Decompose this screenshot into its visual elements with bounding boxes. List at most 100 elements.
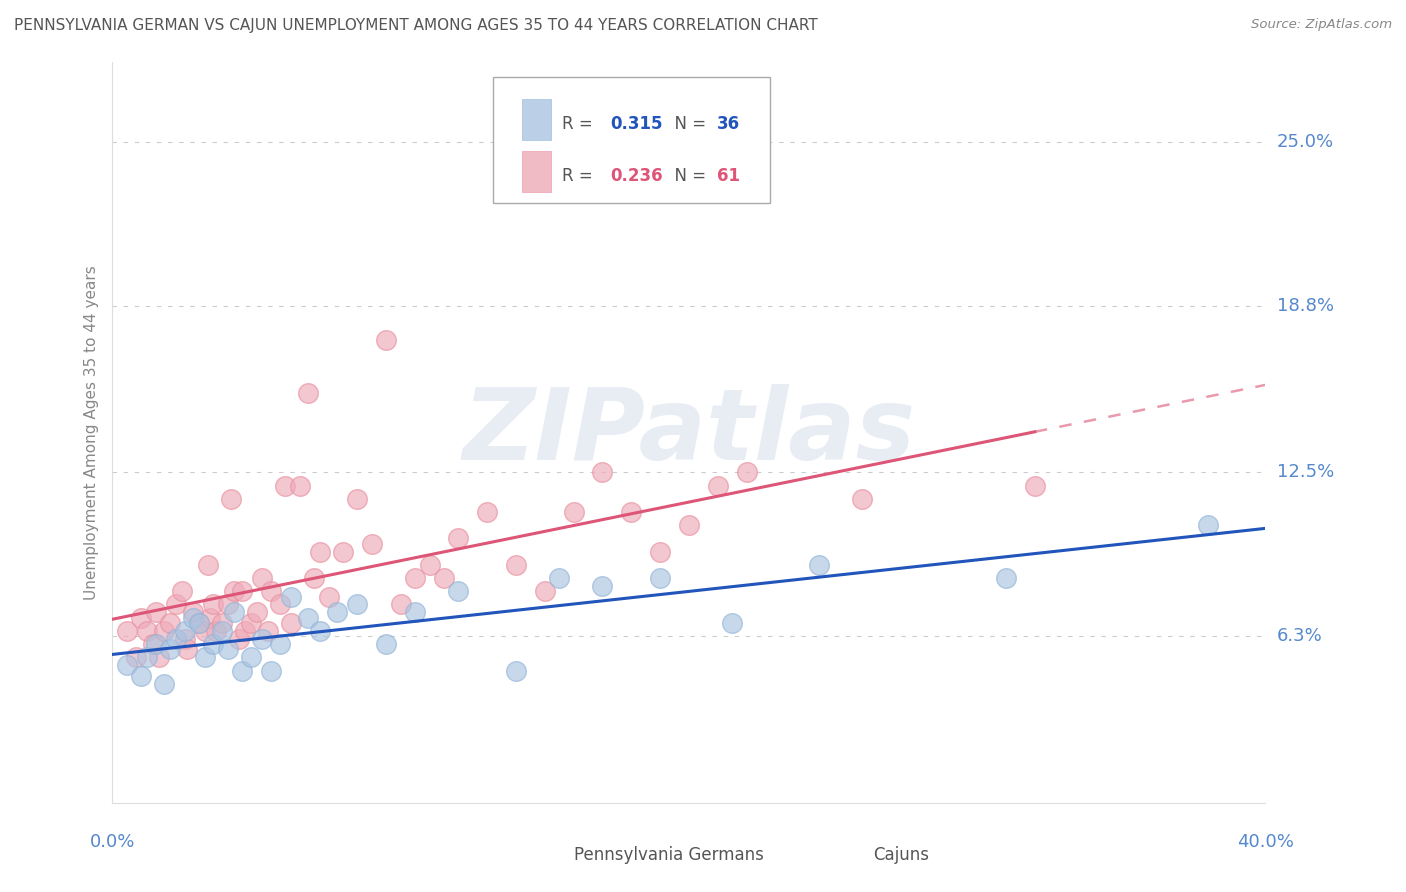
Point bbox=[252, 571, 274, 585]
Point bbox=[309, 624, 332, 638]
Point bbox=[246, 606, 269, 620]
Point bbox=[375, 637, 398, 651]
Text: 0.0%: 0.0% bbox=[90, 833, 135, 851]
Point bbox=[239, 615, 262, 630]
Point bbox=[176, 642, 198, 657]
Point bbox=[153, 677, 176, 691]
Point bbox=[707, 478, 730, 492]
Point bbox=[318, 590, 340, 604]
Point bbox=[136, 624, 159, 638]
Point bbox=[678, 518, 700, 533]
Point bbox=[233, 624, 256, 638]
Point bbox=[297, 610, 319, 624]
Point bbox=[260, 584, 283, 599]
Point bbox=[194, 624, 217, 638]
Text: 25.0%: 25.0% bbox=[1277, 133, 1334, 151]
Point bbox=[433, 571, 456, 585]
Point bbox=[211, 624, 233, 638]
Point bbox=[211, 615, 233, 630]
Point bbox=[228, 632, 250, 646]
Point bbox=[280, 590, 302, 604]
Point bbox=[239, 650, 262, 665]
Point bbox=[620, 505, 643, 519]
Point bbox=[217, 598, 239, 612]
Point bbox=[142, 637, 165, 651]
Text: 12.5%: 12.5% bbox=[1277, 463, 1334, 482]
Point bbox=[447, 532, 470, 546]
Point bbox=[304, 571, 326, 585]
Text: N =: N = bbox=[664, 167, 711, 185]
Point bbox=[222, 606, 245, 620]
FancyBboxPatch shape bbox=[494, 78, 769, 203]
Point bbox=[129, 610, 153, 624]
Text: Cajuns: Cajuns bbox=[873, 846, 929, 863]
FancyBboxPatch shape bbox=[522, 152, 551, 192]
Point bbox=[332, 544, 354, 558]
Point bbox=[404, 571, 426, 585]
Point bbox=[145, 637, 167, 651]
Point bbox=[159, 615, 181, 630]
Point bbox=[217, 642, 239, 657]
Point bbox=[505, 558, 527, 572]
Point bbox=[165, 598, 187, 612]
Point bbox=[188, 615, 211, 630]
Point bbox=[205, 624, 228, 638]
Point bbox=[188, 615, 211, 630]
Point bbox=[145, 606, 167, 620]
Point bbox=[222, 584, 245, 599]
Point bbox=[534, 584, 557, 599]
Point bbox=[1024, 478, 1046, 492]
Text: R =: R = bbox=[562, 114, 598, 133]
Point bbox=[173, 632, 195, 646]
Point bbox=[115, 624, 138, 638]
Point bbox=[129, 669, 153, 683]
Point bbox=[231, 584, 253, 599]
Point bbox=[219, 491, 242, 506]
Point bbox=[995, 571, 1018, 585]
Point bbox=[404, 606, 426, 620]
Text: 6.3%: 6.3% bbox=[1277, 627, 1322, 645]
Point bbox=[562, 505, 585, 519]
Point bbox=[375, 333, 398, 347]
Point bbox=[257, 624, 280, 638]
FancyBboxPatch shape bbox=[522, 99, 551, 140]
Point bbox=[170, 584, 193, 599]
Text: ZIPatlas: ZIPatlas bbox=[463, 384, 915, 481]
FancyBboxPatch shape bbox=[815, 840, 862, 873]
Text: 61: 61 bbox=[717, 167, 740, 185]
Point bbox=[419, 558, 441, 572]
Point bbox=[592, 465, 614, 479]
Text: R =: R = bbox=[562, 167, 598, 185]
Point bbox=[165, 632, 187, 646]
Point bbox=[280, 615, 302, 630]
Point bbox=[807, 558, 830, 572]
Point bbox=[650, 571, 672, 585]
Point bbox=[202, 598, 225, 612]
FancyBboxPatch shape bbox=[516, 840, 562, 873]
Point bbox=[115, 658, 138, 673]
Point bbox=[202, 637, 225, 651]
Point bbox=[389, 598, 412, 612]
Point bbox=[735, 465, 758, 479]
Point bbox=[231, 664, 253, 678]
Point bbox=[360, 536, 382, 550]
Point bbox=[148, 650, 170, 665]
Point bbox=[136, 650, 159, 665]
Point bbox=[346, 491, 368, 506]
Point bbox=[297, 386, 319, 401]
Point bbox=[475, 505, 499, 519]
Text: 18.8%: 18.8% bbox=[1277, 297, 1333, 315]
Text: Source: ZipAtlas.com: Source: ZipAtlas.com bbox=[1251, 18, 1392, 31]
Point bbox=[288, 478, 311, 492]
Text: 0.236: 0.236 bbox=[610, 167, 664, 185]
Point bbox=[181, 606, 204, 620]
Point bbox=[309, 544, 332, 558]
Y-axis label: Unemployment Among Ages 35 to 44 years: Unemployment Among Ages 35 to 44 years bbox=[83, 265, 98, 600]
Point bbox=[197, 558, 219, 572]
Point bbox=[326, 606, 349, 620]
Text: 40.0%: 40.0% bbox=[1237, 833, 1294, 851]
Point bbox=[153, 624, 176, 638]
Point bbox=[269, 598, 291, 612]
Point bbox=[592, 579, 614, 593]
Point bbox=[346, 598, 368, 612]
